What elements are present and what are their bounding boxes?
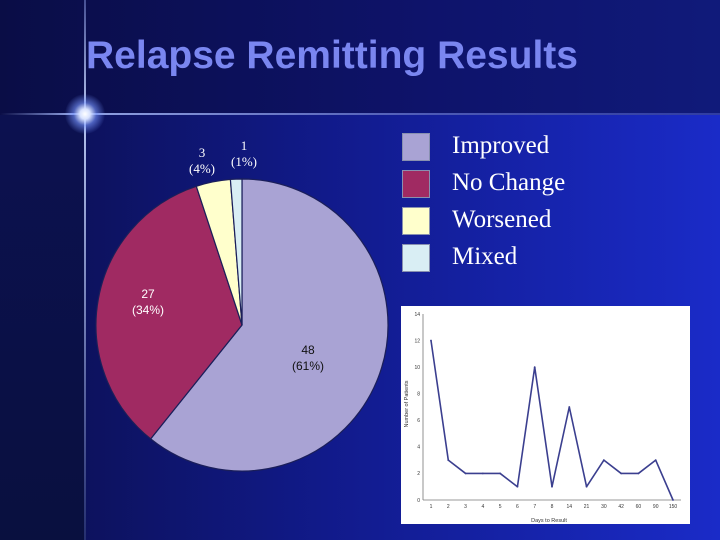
line-point bbox=[585, 485, 588, 488]
line-point bbox=[464, 472, 467, 475]
left-band bbox=[0, 115, 86, 540]
legend-item-mixed: Mixed bbox=[402, 243, 702, 281]
line-chart-xtick: 42 bbox=[618, 504, 624, 510]
legend-item-worsened: Worsened bbox=[402, 206, 702, 244]
line-point bbox=[516, 485, 519, 488]
slide-title: Relapse Remitting Results bbox=[86, 34, 578, 77]
pie-value-label-no-change: 27 bbox=[141, 287, 155, 301]
legend-label-mixed: Mixed bbox=[452, 243, 518, 270]
line-point bbox=[499, 472, 502, 475]
pie-value-label-improved: 48 bbox=[301, 343, 315, 357]
line-chart-xtick: 5 bbox=[499, 504, 502, 510]
pie-percent-label-mixed: (1%) bbox=[231, 154, 257, 169]
line-chart-ytick: 12 bbox=[414, 338, 420, 344]
legend-label-improved: Improved bbox=[452, 132, 550, 159]
sparkle-icon bbox=[65, 94, 105, 134]
legend-swatch-no-change bbox=[402, 170, 430, 198]
line-chart-ytick: 10 bbox=[414, 365, 420, 371]
line-point bbox=[551, 485, 553, 488]
line-point bbox=[637, 472, 640, 475]
line-point bbox=[620, 472, 623, 475]
line-chart-panel: 0 2 4 6 8 10 12 14 1 2 3 4 5 6 7 8 14 21 30 42 60 90 150 Days … bbox=[401, 306, 690, 524]
line-chart-xtick: 6 bbox=[516, 504, 519, 510]
line-chart-xtick: 21 bbox=[584, 504, 590, 510]
line-chart-xtick: 2 bbox=[447, 504, 450, 510]
line-chart-xtick: 150 bbox=[669, 504, 678, 510]
line-chart-ytick: 8 bbox=[417, 392, 420, 398]
line-chart-ytick: 6 bbox=[417, 418, 420, 424]
line-chart-xlabel: Days to Result bbox=[531, 518, 567, 524]
pie-percent-label-no-change: (34%) bbox=[132, 303, 164, 317]
line-chart-xtick: 14 bbox=[567, 504, 573, 510]
pie-value-label-mixed: 1 bbox=[241, 138, 248, 153]
vertical-rule bbox=[84, 0, 86, 540]
line-chart-ytick: 4 bbox=[417, 445, 420, 451]
line-point bbox=[568, 406, 571, 408]
line-point bbox=[602, 459, 605, 462]
pie-slice-no-change bbox=[95, 185, 243, 440]
line-chart-ytick: 2 bbox=[417, 471, 420, 477]
pie-slice-improved bbox=[149, 178, 389, 472]
line-chart-xtick: 30 bbox=[601, 504, 607, 510]
line-point bbox=[481, 472, 484, 475]
pie-percent-label-worsened: (4%) bbox=[189, 161, 215, 176]
line-chart-xtick: 4 bbox=[481, 504, 484, 510]
line-point bbox=[672, 499, 674, 501]
legend-swatch-improved bbox=[402, 133, 430, 161]
line-chart-ytick: 0 bbox=[417, 498, 420, 504]
legend-swatch-mixed bbox=[402, 244, 430, 272]
line-chart-xtick: 7 bbox=[533, 504, 536, 510]
line-point bbox=[447, 459, 450, 462]
line-point bbox=[654, 459, 657, 462]
title-band bbox=[0, 0, 720, 115]
line-chart-ylabel: Number of Patients bbox=[404, 380, 410, 427]
legend-label-worsened: Worsened bbox=[452, 206, 552, 233]
legend-item-no-change: No Change bbox=[402, 169, 702, 207]
line-chart-xtick: 90 bbox=[653, 504, 659, 510]
line-chart-ytick: 14 bbox=[414, 312, 420, 318]
line-series bbox=[430, 340, 674, 501]
legend-swatch-worsened bbox=[402, 207, 430, 235]
legend-label-no-change: No Change bbox=[452, 169, 566, 196]
pie-slice-mixed bbox=[229, 178, 243, 326]
line-point bbox=[430, 339, 432, 342]
pie-value-label-worsened: 3 bbox=[199, 145, 206, 160]
line-chart-xtick: 1 bbox=[430, 504, 433, 510]
horizontal-rule bbox=[0, 113, 720, 115]
line-chart-xtick: 60 bbox=[636, 504, 642, 510]
line-chart-xtick: 8 bbox=[551, 504, 554, 510]
legend-item-improved: Improved bbox=[402, 132, 702, 170]
line-point bbox=[533, 366, 536, 369]
pie-percent-label-improved: (61%) bbox=[292, 359, 324, 373]
line-chart-xtick: 3 bbox=[464, 504, 467, 510]
